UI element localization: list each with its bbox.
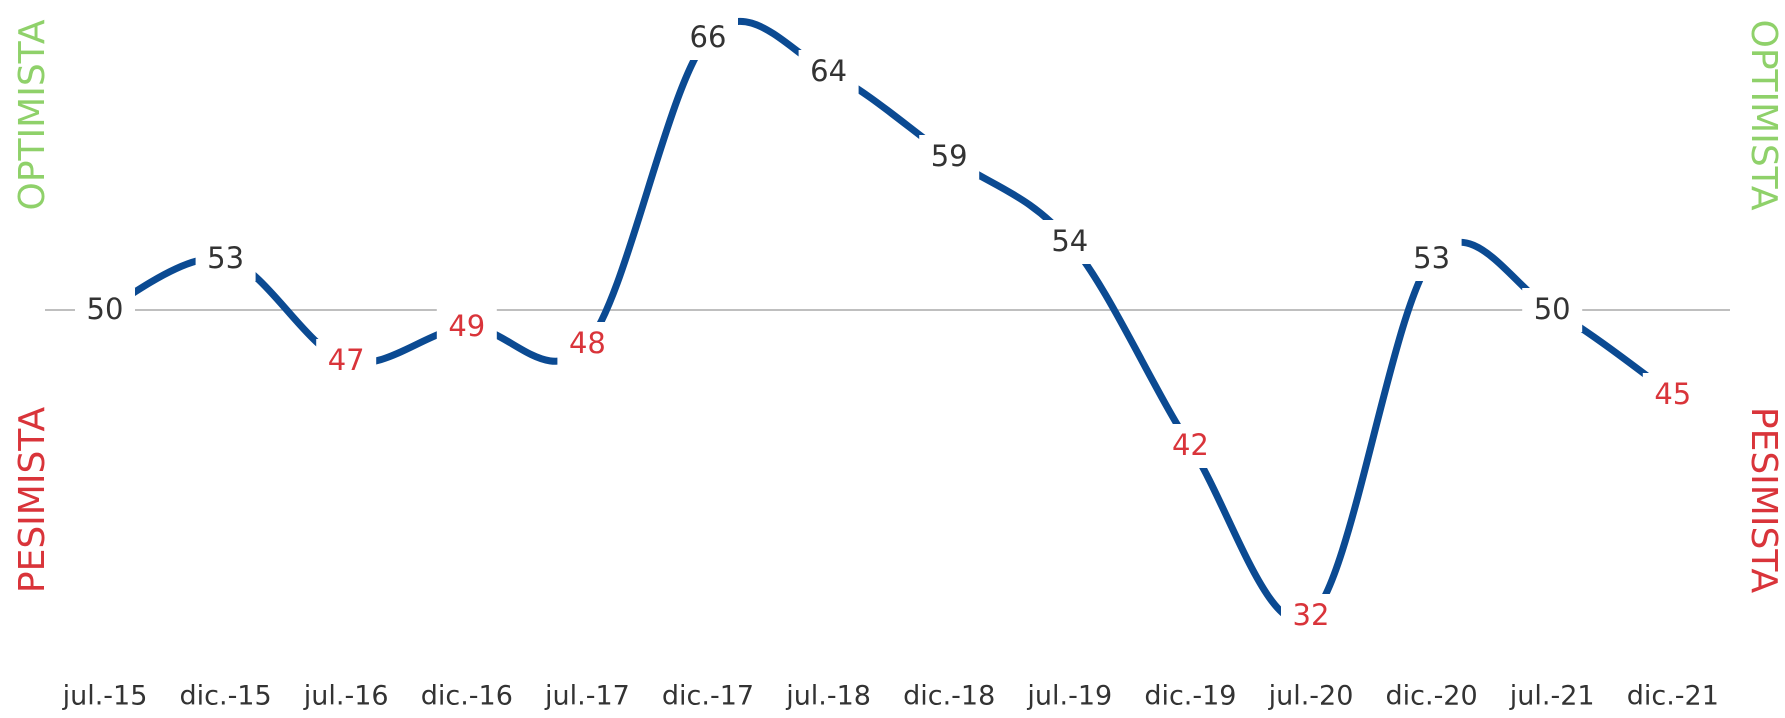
label-background <box>1401 237 1462 281</box>
value-label: 32 <box>1293 598 1330 632</box>
value-label: 64 <box>810 54 847 88</box>
value-label: 50 <box>1534 292 1571 326</box>
x-tick-label: dic.-19 <box>1144 681 1236 712</box>
value-label: 45 <box>1654 377 1691 411</box>
label-background <box>798 50 859 94</box>
x-tick-label: jul.-20 <box>1268 681 1354 712</box>
x-tick-label: jul.-18 <box>785 681 871 712</box>
x-tick-label: dic.-18 <box>903 681 995 712</box>
x-tick-label: dic.-16 <box>421 681 513 712</box>
label-background <box>316 339 377 383</box>
x-tick-label: dic.-21 <box>1627 681 1719 712</box>
label-background <box>678 16 738 60</box>
value-label: 66 <box>690 20 727 54</box>
value-label: 48 <box>569 326 606 360</box>
x-tick-label: jul.-15 <box>62 681 148 712</box>
value-label: 53 <box>207 241 244 275</box>
optimistic-label-right: OPTIMISTA <box>1743 19 1784 210</box>
label-background <box>75 288 135 332</box>
pessimistic-label-right: PESIMISTA <box>1743 407 1784 594</box>
optimistic-label-left: OPTIMISTA <box>12 19 53 210</box>
x-tick-label: dic.-15 <box>180 681 272 712</box>
label-background <box>1281 594 1341 638</box>
label-background <box>557 322 618 366</box>
value-label: 42 <box>1172 428 1209 462</box>
x-tick-label: dic.-17 <box>662 681 754 712</box>
data-line <box>103 17 1675 624</box>
value-label: 53 <box>1413 241 1450 275</box>
label-background <box>1160 424 1221 468</box>
label-background <box>919 135 980 179</box>
value-label: 50 <box>87 292 124 326</box>
x-tick-label: jul.-21 <box>1509 681 1595 712</box>
value-label: 47 <box>328 343 365 377</box>
label-background <box>1642 373 1703 417</box>
x-tick-label: jul.-17 <box>544 681 630 712</box>
label-background <box>195 237 256 281</box>
pessimistic-label-left: PESIMISTA <box>12 406 53 593</box>
x-tick-label: jul.-19 <box>1026 681 1112 712</box>
value-label: 54 <box>1051 224 1088 258</box>
label-background <box>436 305 497 349</box>
x-tick-label: dic.-20 <box>1386 681 1478 712</box>
value-label: 59 <box>931 139 968 173</box>
x-tick-label: jul.-16 <box>303 681 389 712</box>
value-label: 49 <box>448 309 485 343</box>
label-background <box>1039 220 1100 264</box>
label-background <box>1522 288 1583 332</box>
